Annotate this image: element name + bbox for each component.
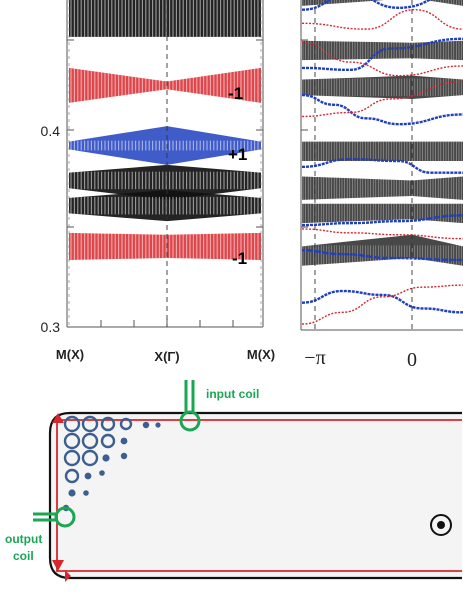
resonator-ring bbox=[63, 449, 81, 467]
x-tick-label: M(X) bbox=[56, 347, 84, 362]
lattice-diagram: input coil output coil bbox=[5, 380, 462, 582]
band-red bbox=[69, 232, 261, 260]
x-tick-label-zero: 0 bbox=[407, 349, 417, 371]
edge-arrow-down bbox=[52, 560, 64, 571]
output-coil bbox=[33, 506, 76, 528]
edge-state-red bbox=[301, 80, 463, 118]
band-label: -1 bbox=[232, 249, 247, 268]
resonator-ring bbox=[64, 468, 80, 484]
edge-state-blue bbox=[301, 0, 432, 11]
output-coil-label: output bbox=[5, 532, 42, 546]
band-black bbox=[69, 190, 261, 222]
band-black bbox=[69, 0, 261, 37]
resonator-dot bbox=[120, 452, 128, 460]
resonator-dot bbox=[84, 472, 92, 480]
band-blue bbox=[69, 126, 261, 165]
edge-state-blue bbox=[301, 93, 463, 126]
right-band-panel: −π 0 bbox=[300, 0, 463, 371]
resonator-ring bbox=[81, 415, 99, 433]
resonator-ring bbox=[63, 432, 81, 450]
band-red bbox=[69, 67, 261, 103]
magnetic-field-symbol bbox=[430, 514, 452, 536]
resonator-ring bbox=[63, 415, 81, 433]
edge-state-path bbox=[56, 419, 462, 572]
resonator-ring bbox=[100, 416, 116, 432]
x-tick-label-minus-pi: −π bbox=[304, 347, 325, 369]
sample-boundary bbox=[48, 411, 462, 580]
edge-state-blue bbox=[301, 37, 463, 72]
band-black bbox=[69, 164, 261, 200]
resonator-dot bbox=[83, 490, 89, 496]
edge-state-blue bbox=[301, 249, 463, 262]
edge-arrow-right bbox=[65, 570, 71, 582]
resonator-dot bbox=[142, 421, 150, 429]
resonator-ring bbox=[119, 417, 133, 431]
edge-state-blue bbox=[301, 289, 463, 314]
edge-state-red bbox=[301, 9, 463, 30]
resonator-ring bbox=[81, 449, 99, 467]
input-coil-loop bbox=[179, 410, 201, 432]
resonator-dot bbox=[155, 422, 161, 428]
magnetic-field-dot bbox=[437, 521, 445, 529]
output-coil-label: coil bbox=[13, 549, 34, 563]
resonator-dot bbox=[68, 489, 76, 497]
input-coil bbox=[179, 380, 201, 432]
x-tick-label: M(X) bbox=[247, 347, 275, 362]
resonator-array bbox=[62, 415, 161, 512]
band-label: -1 bbox=[228, 84, 243, 103]
edge-state-red bbox=[301, 284, 463, 325]
edge-state-blue bbox=[301, 157, 463, 174]
resonator-dot bbox=[99, 470, 105, 476]
resonator-dot bbox=[120, 437, 128, 445]
resonator-dot bbox=[102, 454, 110, 462]
right-edge-states bbox=[301, 0, 463, 325]
resonator-ring bbox=[81, 432, 99, 450]
band-label: +1 bbox=[228, 145, 247, 164]
edge-state-blue bbox=[301, 214, 463, 227]
x-tick-label: X(Γ) bbox=[154, 349, 179, 364]
y-tick-label: 0.3 bbox=[41, 319, 61, 335]
input-coil-label: input coil bbox=[206, 387, 259, 401]
edge-arrow-up bbox=[52, 413, 64, 423]
edge-state-red bbox=[301, 228, 463, 240]
y-tick-label: 0.4 bbox=[41, 123, 61, 139]
left-bands bbox=[69, 0, 261, 261]
edge-state-red bbox=[301, 42, 463, 77]
output-coil-loop bbox=[54, 506, 76, 528]
resonator-ring bbox=[100, 433, 116, 449]
left-band-panel: 0.4 0.3 M(X) X(Γ) M(X) -1 +1 -1 bbox=[41, 0, 275, 364]
